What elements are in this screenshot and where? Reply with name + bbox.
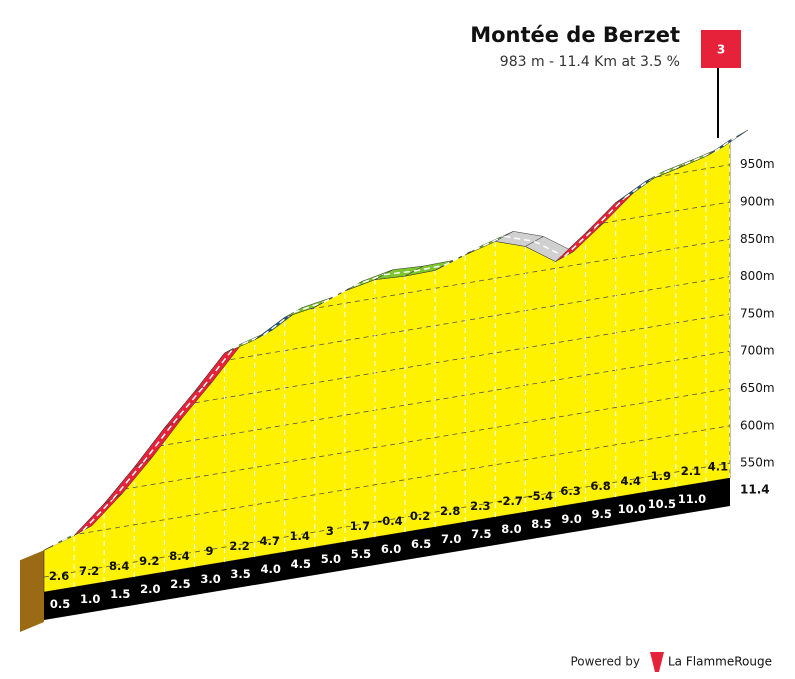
centerline — [82, 498, 114, 532]
gradient-label: 6.8 — [590, 479, 610, 493]
y-tick-label: 700m — [740, 344, 775, 358]
gradient-label: 8.4 — [169, 549, 189, 563]
x-tick-label: 2.5 — [170, 577, 190, 591]
x-tick-label: 4.0 — [261, 562, 281, 576]
gradient-label: 9.2 — [139, 554, 159, 568]
gradient-label: 4.4 — [621, 474, 641, 488]
gradient-label: 2.8 — [440, 504, 460, 518]
x-tick-label: 6.5 — [411, 537, 431, 551]
side-face — [20, 550, 44, 632]
centerline — [233, 334, 264, 349]
y-tick-label: 750m — [740, 306, 775, 320]
x-tick-label: 5.0 — [321, 552, 341, 566]
x-tick-label: 3.0 — [200, 572, 220, 586]
centerline — [443, 249, 475, 267]
centerline — [534, 240, 565, 258]
grid-line — [44, 201, 730, 317]
gradient-label: 2.6 — [49, 569, 69, 583]
gradient-label: -0.4 — [377, 514, 402, 528]
x-tick-label: 7.5 — [471, 527, 491, 541]
chart-title: Montée de Berzet — [470, 23, 680, 47]
centerline — [142, 422, 174, 463]
x-tick-label: 11.0 — [678, 492, 706, 506]
x-tick-label: 6.0 — [381, 542, 401, 556]
y-tick-label: 600m — [740, 418, 775, 432]
plot: 2.6 7.2 8.4 9.2 8.4 9 2.2 4.7 1.4 3 1.7 -0.4 0.2 2.8 2… — [20, 129, 775, 632]
x-tick-label: 11.4 — [740, 483, 770, 497]
grid-line — [44, 462, 730, 578]
centerline — [112, 461, 144, 500]
gradient-label: -2.7 — [498, 494, 523, 508]
y-tick-label: 850m — [740, 232, 775, 246]
y-tick-label: 800m — [740, 269, 775, 283]
centerline — [383, 270, 415, 276]
x-tick-label: 8.0 — [501, 522, 521, 536]
gradient-label: 6.3 — [560, 484, 580, 498]
y-tick-label: 900m — [740, 194, 775, 208]
centerline — [202, 347, 235, 388]
x-tick-label: 1.0 — [80, 592, 100, 606]
gradient-label: 0.2 — [410, 509, 430, 523]
x-tick-label: 1.5 — [110, 587, 130, 601]
centerline — [353, 273, 385, 287]
gradient-label: 2.1 — [681, 464, 701, 478]
centerline — [654, 163, 686, 177]
centerline — [684, 150, 716, 165]
centerline — [293, 301, 325, 314]
x-tick-label: 9.0 — [561, 512, 581, 526]
y-tick-label: 650m — [740, 381, 775, 395]
gradient-label: 1.7 — [350, 519, 370, 533]
x-tick-label: 9.5 — [591, 507, 611, 521]
x-tick-label: 10.5 — [648, 497, 676, 511]
powered-by: Powered by — [570, 655, 640, 669]
brand: La FlammeRouge — [668, 655, 772, 669]
gradient-label: 9 — [205, 544, 213, 558]
centerline — [172, 386, 205, 424]
gradient-label: 2.2 — [229, 539, 249, 553]
gradient-label: 3 — [326, 524, 334, 538]
centerline — [52, 529, 84, 546]
distance-band — [44, 478, 730, 620]
flag — [701, 30, 741, 68]
y-tick-label: 550m — [740, 456, 775, 470]
x-tick-label: 3.5 — [230, 567, 250, 581]
x-tick-label: 7.0 — [441, 532, 461, 546]
gradient-label: 4.1 — [708, 460, 728, 474]
x-tick-label: 0.5 — [50, 597, 70, 611]
gradient-label: 8.4 — [109, 559, 129, 573]
gradient-label: -5.4 — [528, 489, 553, 503]
x-tick-label: 8.5 — [531, 517, 551, 531]
centerline — [563, 227, 596, 258]
gradient-label: 7.2 — [79, 564, 99, 578]
centerline — [594, 197, 626, 229]
centerline — [504, 235, 535, 243]
x-tick-label: 2.0 — [140, 582, 160, 596]
gradient-label: 1.4 — [290, 529, 310, 543]
centerline — [473, 235, 505, 251]
brand-logo — [650, 652, 664, 672]
x-tick-label: 10.0 — [618, 502, 646, 516]
centerline — [714, 134, 740, 152]
gradient-label: 1.9 — [651, 469, 671, 483]
y-tick-label: 950m — [740, 157, 775, 171]
category-label: 3 — [717, 43, 725, 57]
x-tick-label: 5.5 — [351, 547, 371, 561]
chart-subtitle: 983 m - 11.4 Km at 3.5 % — [500, 54, 680, 70]
grid-line — [44, 388, 730, 503]
x-tick-label: 4.5 — [291, 557, 311, 571]
gradient-label: 4.7 — [259, 534, 279, 548]
gradient-label: 2.3 — [470, 499, 490, 513]
grid-line — [44, 425, 730, 541]
centerline — [323, 285, 355, 303]
centerline — [413, 264, 445, 272]
